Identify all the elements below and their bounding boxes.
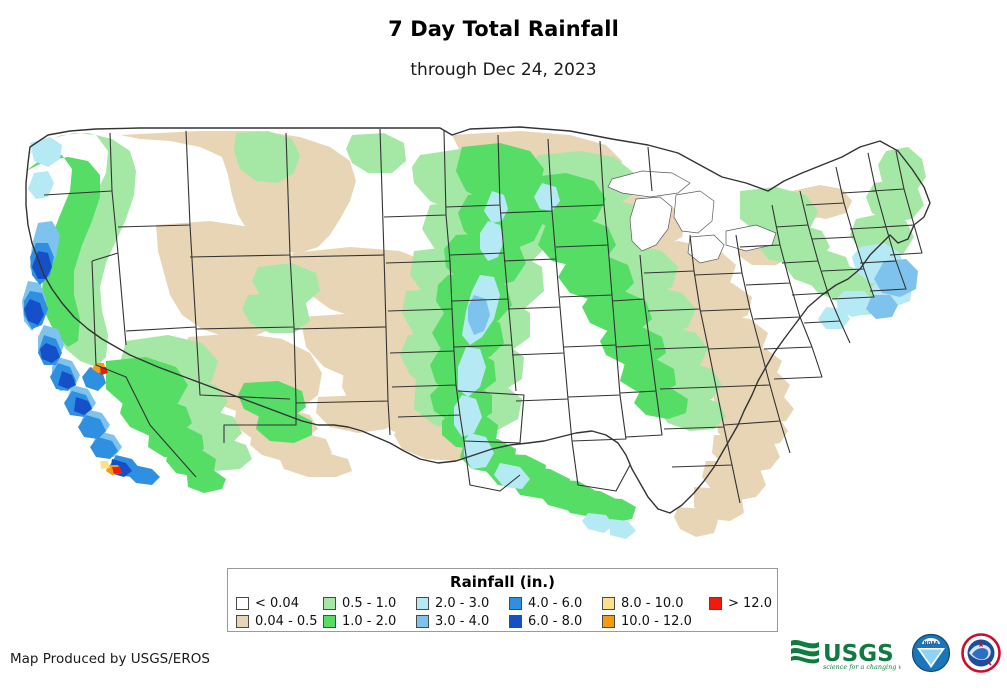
legend-entries: < 0.04 0.04 - 0.5 0.5 - 1.0 1.0 - 2.0 2.… xyxy=(228,594,777,630)
legend-swatch-icon xyxy=(509,614,522,628)
page-subtitle: through Dec 24, 2023 xyxy=(410,60,597,80)
legend-column-3: 2.0 - 3.0 3.0 - 4.0 xyxy=(416,594,489,630)
legend-column-2: 0.5 - 1.0 1.0 - 2.0 xyxy=(323,594,396,630)
legend-label: < 0.04 xyxy=(255,595,299,611)
map-great-lakes xyxy=(607,170,777,264)
legend-swatch-icon xyxy=(602,614,615,628)
legend-label: 1.0 - 2.0 xyxy=(342,613,397,629)
nws-logo xyxy=(961,633,1001,673)
legend-label: 2.0 - 3.0 xyxy=(435,595,490,611)
legend-label: 0.04 - 0.5 xyxy=(255,613,318,629)
legend-item: < 0.04 xyxy=(236,594,318,612)
legend-swatch-icon xyxy=(323,614,336,628)
page-title: 7 Day Total Rainfall xyxy=(388,17,619,41)
usgs-logo-text: USGS xyxy=(823,641,894,667)
legend-swatch-icon xyxy=(416,596,429,610)
map-class-60-80 xyxy=(24,251,132,477)
legend-label: 8.0 - 10.0 xyxy=(621,595,684,611)
legend-label: 10.0 - 12.0 xyxy=(621,613,692,629)
legend-item: 10.0 - 12.0 xyxy=(602,612,692,630)
legend-item: 0.04 - 0.5 xyxy=(236,612,318,630)
legend-column-6: > 12.0 xyxy=(709,594,772,612)
usgs-logo: USGS science for a changing world xyxy=(791,640,901,671)
legend-title: Rainfall (in.) xyxy=(450,573,555,591)
legend-swatch-icon xyxy=(323,596,336,610)
legend-label: 6.0 - 8.0 xyxy=(528,613,583,629)
legend-item: 3.0 - 4.0 xyxy=(416,612,489,630)
map-class-extreme xyxy=(92,363,122,475)
legend-item: 8.0 - 10.0 xyxy=(602,594,692,612)
legend-column-4: 4.0 - 6.0 6.0 - 8.0 xyxy=(509,594,582,630)
legend-swatch-icon xyxy=(236,596,249,610)
legend-item: 4.0 - 6.0 xyxy=(509,594,582,612)
legend-column-1: < 0.04 0.04 - 0.5 xyxy=(236,594,318,630)
legend-label: > 12.0 xyxy=(728,595,772,611)
noaa-logo-text: NOAA xyxy=(924,641,939,647)
legend-label: 4.0 - 6.0 xyxy=(528,595,583,611)
legend-swatch-icon xyxy=(236,614,249,628)
agency-logos: USGS science for a changing world NOAA xyxy=(789,633,1001,673)
usgs-logo-tagline: science for a changing world xyxy=(823,663,901,671)
legend-item: 1.0 - 2.0 xyxy=(323,612,396,630)
legend-column-5: 8.0 - 10.0 10.0 - 12.0 xyxy=(602,594,692,630)
legend-item: 2.0 - 3.0 xyxy=(416,594,489,612)
legend-item: 6.0 - 8.0 xyxy=(509,612,582,630)
legend-item: > 12.0 xyxy=(709,594,772,612)
legend-label: 0.5 - 1.0 xyxy=(342,595,397,611)
map-state-borders xyxy=(25,126,931,514)
legend-swatch-icon xyxy=(416,614,429,628)
map-canvas xyxy=(14,126,952,539)
legend-label: 3.0 - 4.0 xyxy=(435,613,490,629)
map-credit: Map Produced by USGS/EROS xyxy=(10,651,210,667)
legend-swatch-icon xyxy=(509,596,522,610)
map-legend: Rainfall (in.) < 0.04 0.04 - 0.5 0.5 - 1… xyxy=(227,568,778,632)
legend-item: 0.5 - 1.0 xyxy=(323,594,396,612)
legend-swatch-icon xyxy=(602,596,615,610)
rainfall-map xyxy=(0,95,1007,555)
legend-swatch-icon xyxy=(709,596,722,610)
noaa-logo: NOAA xyxy=(911,633,951,673)
